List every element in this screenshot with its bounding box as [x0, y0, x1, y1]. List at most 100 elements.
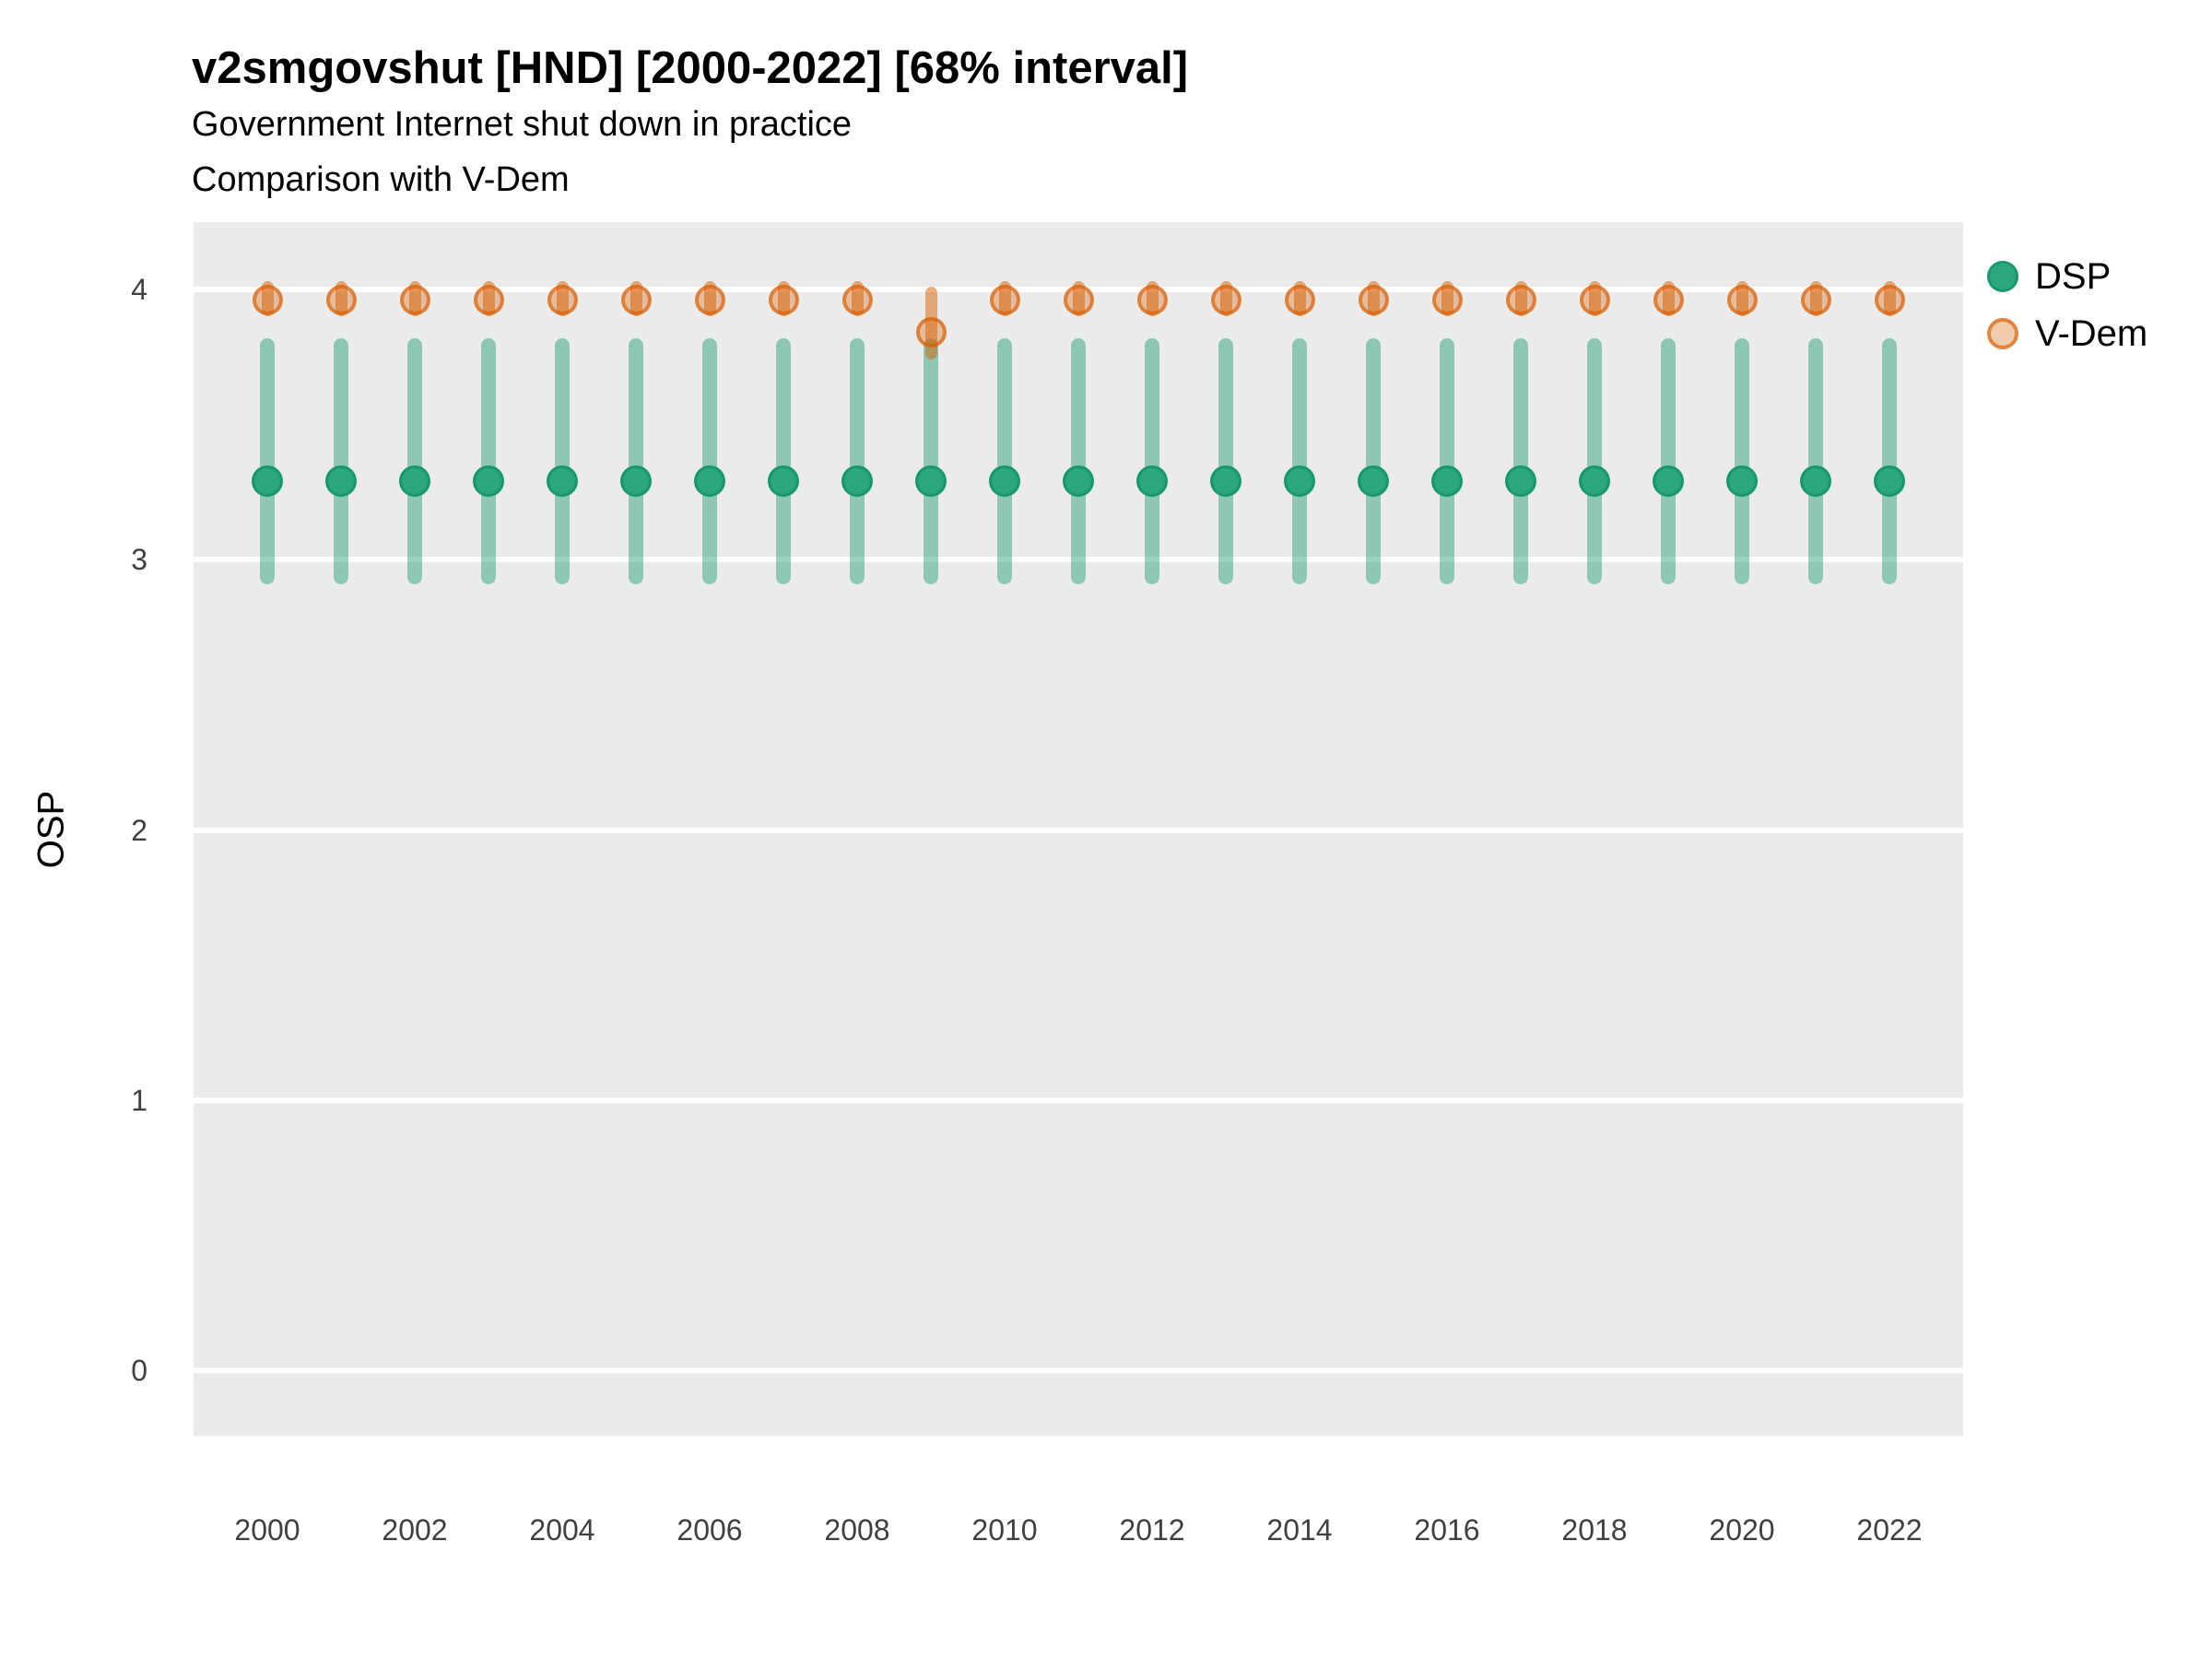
dsp-error-bar-2006 — [702, 337, 717, 584]
dsp-point-2012 — [1136, 465, 1168, 498]
vdem-point-2021 — [1800, 285, 1831, 316]
dsp-error-bar-2011 — [1071, 337, 1086, 584]
legend-label-dsp: DSP — [2035, 255, 2112, 297]
plot-panel — [194, 222, 1963, 1436]
vdem-point-2022 — [1874, 285, 1905, 316]
x-tick-label-2004: 2004 — [529, 1513, 595, 1547]
vdem-point-2020 — [1726, 285, 1758, 316]
dsp-error-bar-2020 — [1735, 337, 1749, 584]
dsp-point-2010 — [989, 465, 1020, 498]
dsp-point-2004 — [547, 465, 578, 498]
x-tick-label-2020: 2020 — [1709, 1513, 1775, 1547]
vdem-point-2014 — [1284, 285, 1315, 316]
dsp-point-2000 — [252, 465, 283, 498]
x-tick-label-2022: 2022 — [1856, 1513, 1923, 1547]
chart-subtitle-comparison: Comparison with V-Dem — [192, 160, 570, 199]
gridline-y-3 — [194, 557, 1963, 563]
dsp-error-bar-2018 — [1587, 337, 1602, 584]
dsp-point-2020 — [1726, 465, 1758, 498]
legend-item-vdem: V-Dem — [1987, 305, 2147, 362]
dsp-point-2011 — [1063, 465, 1094, 498]
dsp-point-2018 — [1579, 465, 1610, 498]
dsp-error-bar-2012 — [1145, 337, 1159, 584]
dsp-point-2002 — [399, 465, 430, 498]
dsp-point-2001 — [325, 465, 357, 498]
dsp-error-bar-2015 — [1366, 337, 1381, 584]
vdem-point-2013 — [1210, 285, 1241, 316]
vdem-point-2002 — [399, 285, 430, 316]
vdem-point-2005 — [620, 285, 652, 316]
dsp-error-bar-2016 — [1440, 337, 1454, 584]
vdem-point-2009 — [915, 317, 947, 348]
vdem-point-2000 — [252, 285, 283, 316]
dsp-point-2014 — [1284, 465, 1315, 498]
dsp-point-2015 — [1358, 465, 1389, 498]
dsp-error-bar-2022 — [1882, 337, 1897, 584]
vdem-point-2016 — [1431, 285, 1463, 316]
vdem-point-2010 — [989, 285, 1020, 316]
dsp-error-bar-2019 — [1661, 337, 1676, 584]
vdem-point-2008 — [841, 285, 873, 316]
vdem-point-2006 — [694, 285, 725, 316]
vdem-point-2017 — [1505, 285, 1536, 316]
y-tick-label-3: 3 — [131, 543, 147, 577]
dsp-error-bar-2010 — [997, 337, 1012, 584]
dsp-error-bar-2013 — [1218, 337, 1233, 584]
x-tick-label-2002: 2002 — [382, 1513, 448, 1547]
x-tick-label-2010: 2010 — [971, 1513, 1038, 1547]
dsp-error-bar-2000 — [260, 337, 275, 584]
chart-title: v2smgovshut [HND] [2000-2022] [68% inter… — [192, 43, 1189, 93]
vdem-point-2015 — [1358, 285, 1389, 316]
legend-item-dsp: DSP — [1987, 248, 2111, 305]
vdem-point-2018 — [1579, 285, 1610, 316]
dsp-error-bar-2017 — [1513, 337, 1528, 584]
dsp-point-2007 — [768, 465, 799, 498]
dsp-error-bar-2009 — [924, 337, 938, 584]
x-tick-label-2016: 2016 — [1414, 1513, 1480, 1547]
dsp-legend-swatch-icon — [1987, 261, 2018, 292]
gridline-y-2 — [194, 827, 1963, 833]
dsp-point-2019 — [1653, 465, 1684, 498]
y-tick-label-4: 4 — [131, 273, 147, 307]
x-tick-label-2018: 2018 — [1561, 1513, 1628, 1547]
vdem-point-2001 — [325, 285, 357, 316]
dsp-point-2006 — [694, 465, 725, 498]
dsp-point-2003 — [473, 465, 504, 498]
vdem-legend-swatch-icon — [1987, 318, 2018, 349]
vdem-point-2003 — [473, 285, 504, 316]
x-tick-label-2008: 2008 — [824, 1513, 890, 1547]
dsp-error-bar-2001 — [334, 337, 348, 584]
dsp-point-2017 — [1505, 465, 1536, 498]
x-tick-label-2006: 2006 — [677, 1513, 743, 1547]
chart-subtitle: Government Internet shut down in practic… — [192, 105, 853, 144]
gridline-y-0 — [194, 1368, 1963, 1374]
vdem-point-2004 — [547, 285, 578, 316]
dsp-point-2005 — [620, 465, 652, 498]
vdem-point-2019 — [1653, 285, 1684, 316]
x-tick-label-2000: 2000 — [234, 1513, 300, 1547]
gridline-y-1 — [194, 1097, 1963, 1103]
dsp-error-bar-2005 — [629, 337, 643, 584]
dsp-error-bar-2007 — [776, 337, 791, 584]
vdem-point-2007 — [768, 285, 799, 316]
dsp-error-bar-2003 — [481, 337, 496, 584]
dsp-error-bar-2002 — [407, 337, 422, 584]
dsp-point-2022 — [1874, 465, 1905, 498]
dsp-error-bar-2021 — [1808, 337, 1823, 584]
x-tick-label-2012: 2012 — [1119, 1513, 1185, 1547]
y-tick-label-0: 0 — [131, 1354, 147, 1388]
dsp-error-bar-2008 — [850, 337, 865, 584]
dsp-point-2009 — [915, 465, 947, 498]
x-tick-label-2014: 2014 — [1266, 1513, 1333, 1547]
legend-label-vdem: V-Dem — [2035, 312, 2148, 354]
dsp-point-2013 — [1210, 465, 1241, 498]
dsp-error-bar-2004 — [555, 337, 570, 584]
vdem-point-2011 — [1063, 285, 1094, 316]
vdem-point-2012 — [1136, 285, 1168, 316]
dsp-point-2016 — [1431, 465, 1463, 498]
dsp-point-2021 — [1800, 465, 1831, 498]
dsp-point-2008 — [841, 465, 873, 498]
y-tick-label-2: 2 — [131, 813, 147, 847]
dsp-error-bar-2014 — [1292, 337, 1307, 584]
